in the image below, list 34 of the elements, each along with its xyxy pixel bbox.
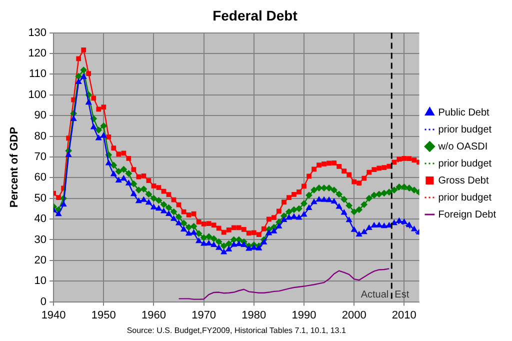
y-tick-label: 110 [29, 68, 47, 80]
x-tick-label: 1990 [292, 309, 316, 322]
y-tick-label: 50 [34, 192, 47, 204]
annotation: Actual [360, 290, 389, 301]
y-tick-label: 130 [28, 26, 47, 39]
x-tick-label: 1980 [242, 309, 266, 322]
y-axis-title: Percent of GDP [8, 126, 21, 208]
chart-title: Federal Debt [212, 7, 298, 24]
x-tick-label: 2000 [342, 309, 366, 322]
y-tick-label: 60 [34, 172, 47, 184]
x-tick-label: 2010 [392, 309, 416, 322]
source-note: Source: U.S. Budget,FY2009, Historical Tables 7.1, 10.1, 13.1 [126, 326, 346, 336]
y-tick-label: 0 [40, 296, 47, 308]
y-tick-label: 100 [28, 88, 47, 101]
y-tick-label: 20 [34, 254, 47, 266]
y-tick-label: 70 [34, 150, 47, 163]
x-tick-label: 1940 [41, 309, 66, 322]
legend-label: w/o OASDI [437, 141, 488, 152]
x-tick-label: 1950 [91, 309, 116, 322]
y-tick-label: 10 [34, 275, 47, 288]
annotation: Est [394, 290, 410, 301]
y-tick-label: 30 [34, 234, 47, 246]
y-tick-label: 120 [28, 48, 47, 60]
x-tick-label: 1960 [141, 309, 166, 322]
legend-label: prior budget [438, 124, 492, 136]
legend-label: Foreign Debt [438, 209, 496, 220]
legend-label: prior budget [438, 158, 492, 170]
legend-label: prior budget [438, 192, 492, 204]
x-tick-label: 1970 [192, 309, 216, 322]
y-tick-label: 80 [34, 130, 47, 142]
legend-label: Public Debt [438, 107, 490, 118]
y-tick-label: 90 [34, 110, 47, 122]
legend-label: Gross Debt [438, 175, 489, 186]
y-tick-label: 40 [34, 213, 47, 226]
